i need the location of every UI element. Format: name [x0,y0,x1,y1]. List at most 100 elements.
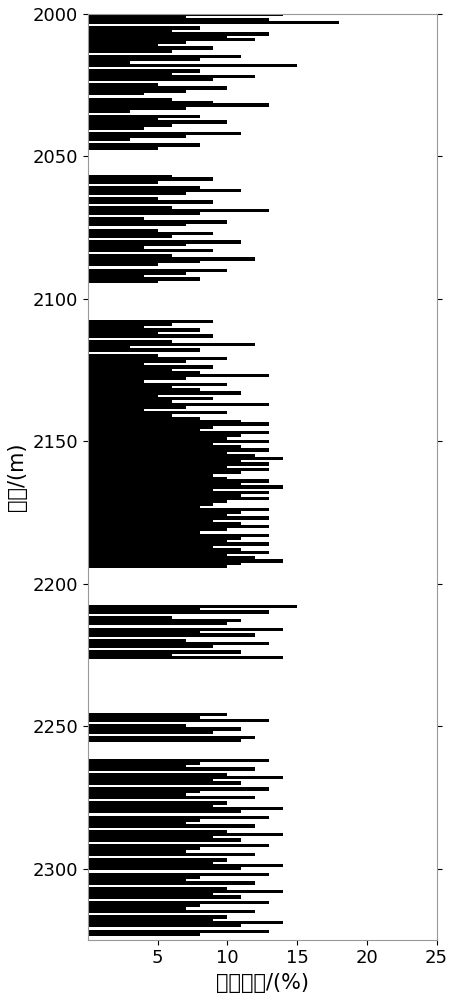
Bar [88,422,269,426]
Bar [88,787,269,791]
Bar [88,411,228,414]
Bar [88,12,283,16]
Bar [88,403,269,406]
Bar [88,539,228,543]
Bar [88,320,213,323]
Bar [88,69,200,73]
Bar [88,209,269,212]
Bar [88,910,255,913]
Bar [88,15,186,19]
Bar [88,92,144,95]
Bar [88,383,228,386]
Bar [88,724,186,728]
Bar [88,186,200,189]
Bar [88,397,213,400]
Bar [88,254,172,258]
Bar [88,633,255,637]
Bar [88,730,213,734]
Y-axis label: 深度/(m): 深度/(m) [7,443,27,511]
Bar [88,796,255,799]
Bar [88,619,241,622]
Bar [88,816,269,819]
Bar [88,653,172,657]
Bar [88,531,200,534]
Bar [88,465,228,469]
Bar [88,505,200,508]
Bar [88,833,283,836]
Bar [88,212,200,215]
Bar [88,650,241,654]
Bar [88,485,283,489]
Bar [88,907,186,910]
Bar [88,334,213,338]
Bar [88,918,213,922]
Bar [88,727,241,731]
Bar [88,559,283,563]
Bar [88,875,200,879]
Bar [88,243,186,246]
Bar [88,801,228,805]
Bar [88,180,158,184]
Bar [88,388,200,392]
Bar [88,146,158,150]
Bar [88,89,186,93]
Bar [88,41,186,44]
Bar [88,32,269,36]
Bar [88,890,283,893]
Bar [88,776,283,779]
Bar [88,830,228,833]
Bar [88,556,255,560]
Bar [88,773,228,776]
Bar [88,853,255,856]
Bar [88,761,200,765]
Bar [88,759,269,762]
Bar [88,468,269,471]
Bar [88,502,213,506]
Bar [88,21,339,24]
Bar [88,360,186,363]
Bar [88,479,269,483]
Bar [88,260,200,263]
Bar [88,346,130,349]
Bar [88,374,269,377]
Bar [88,394,158,397]
Bar [88,246,144,249]
Bar [88,616,172,620]
Bar [88,508,269,511]
Bar [88,536,241,540]
Bar [88,551,269,554]
Bar [88,861,213,865]
Bar [88,793,186,796]
Bar [88,58,200,61]
Bar [88,836,213,839]
Bar [88,497,269,500]
Bar [88,713,228,716]
Bar [88,109,130,113]
Bar [88,542,269,546]
Bar [88,477,228,480]
Bar [88,385,172,389]
Bar [88,377,186,380]
Bar [88,847,200,850]
Bar [88,263,158,266]
Bar [88,719,269,722]
Bar [88,565,228,568]
Bar [88,474,213,477]
Bar [88,257,255,261]
Bar [88,348,200,352]
Bar [88,534,269,537]
Bar [88,277,200,281]
Bar [88,767,255,771]
Bar [88,516,269,520]
Bar [88,895,241,899]
Bar [88,864,283,867]
Bar [88,437,228,440]
Bar [88,656,283,659]
Bar [88,511,241,514]
Bar [88,642,269,645]
Bar [88,887,228,890]
Bar [88,878,186,882]
Bar [88,357,228,360]
Bar [88,26,200,30]
Bar [88,622,228,625]
